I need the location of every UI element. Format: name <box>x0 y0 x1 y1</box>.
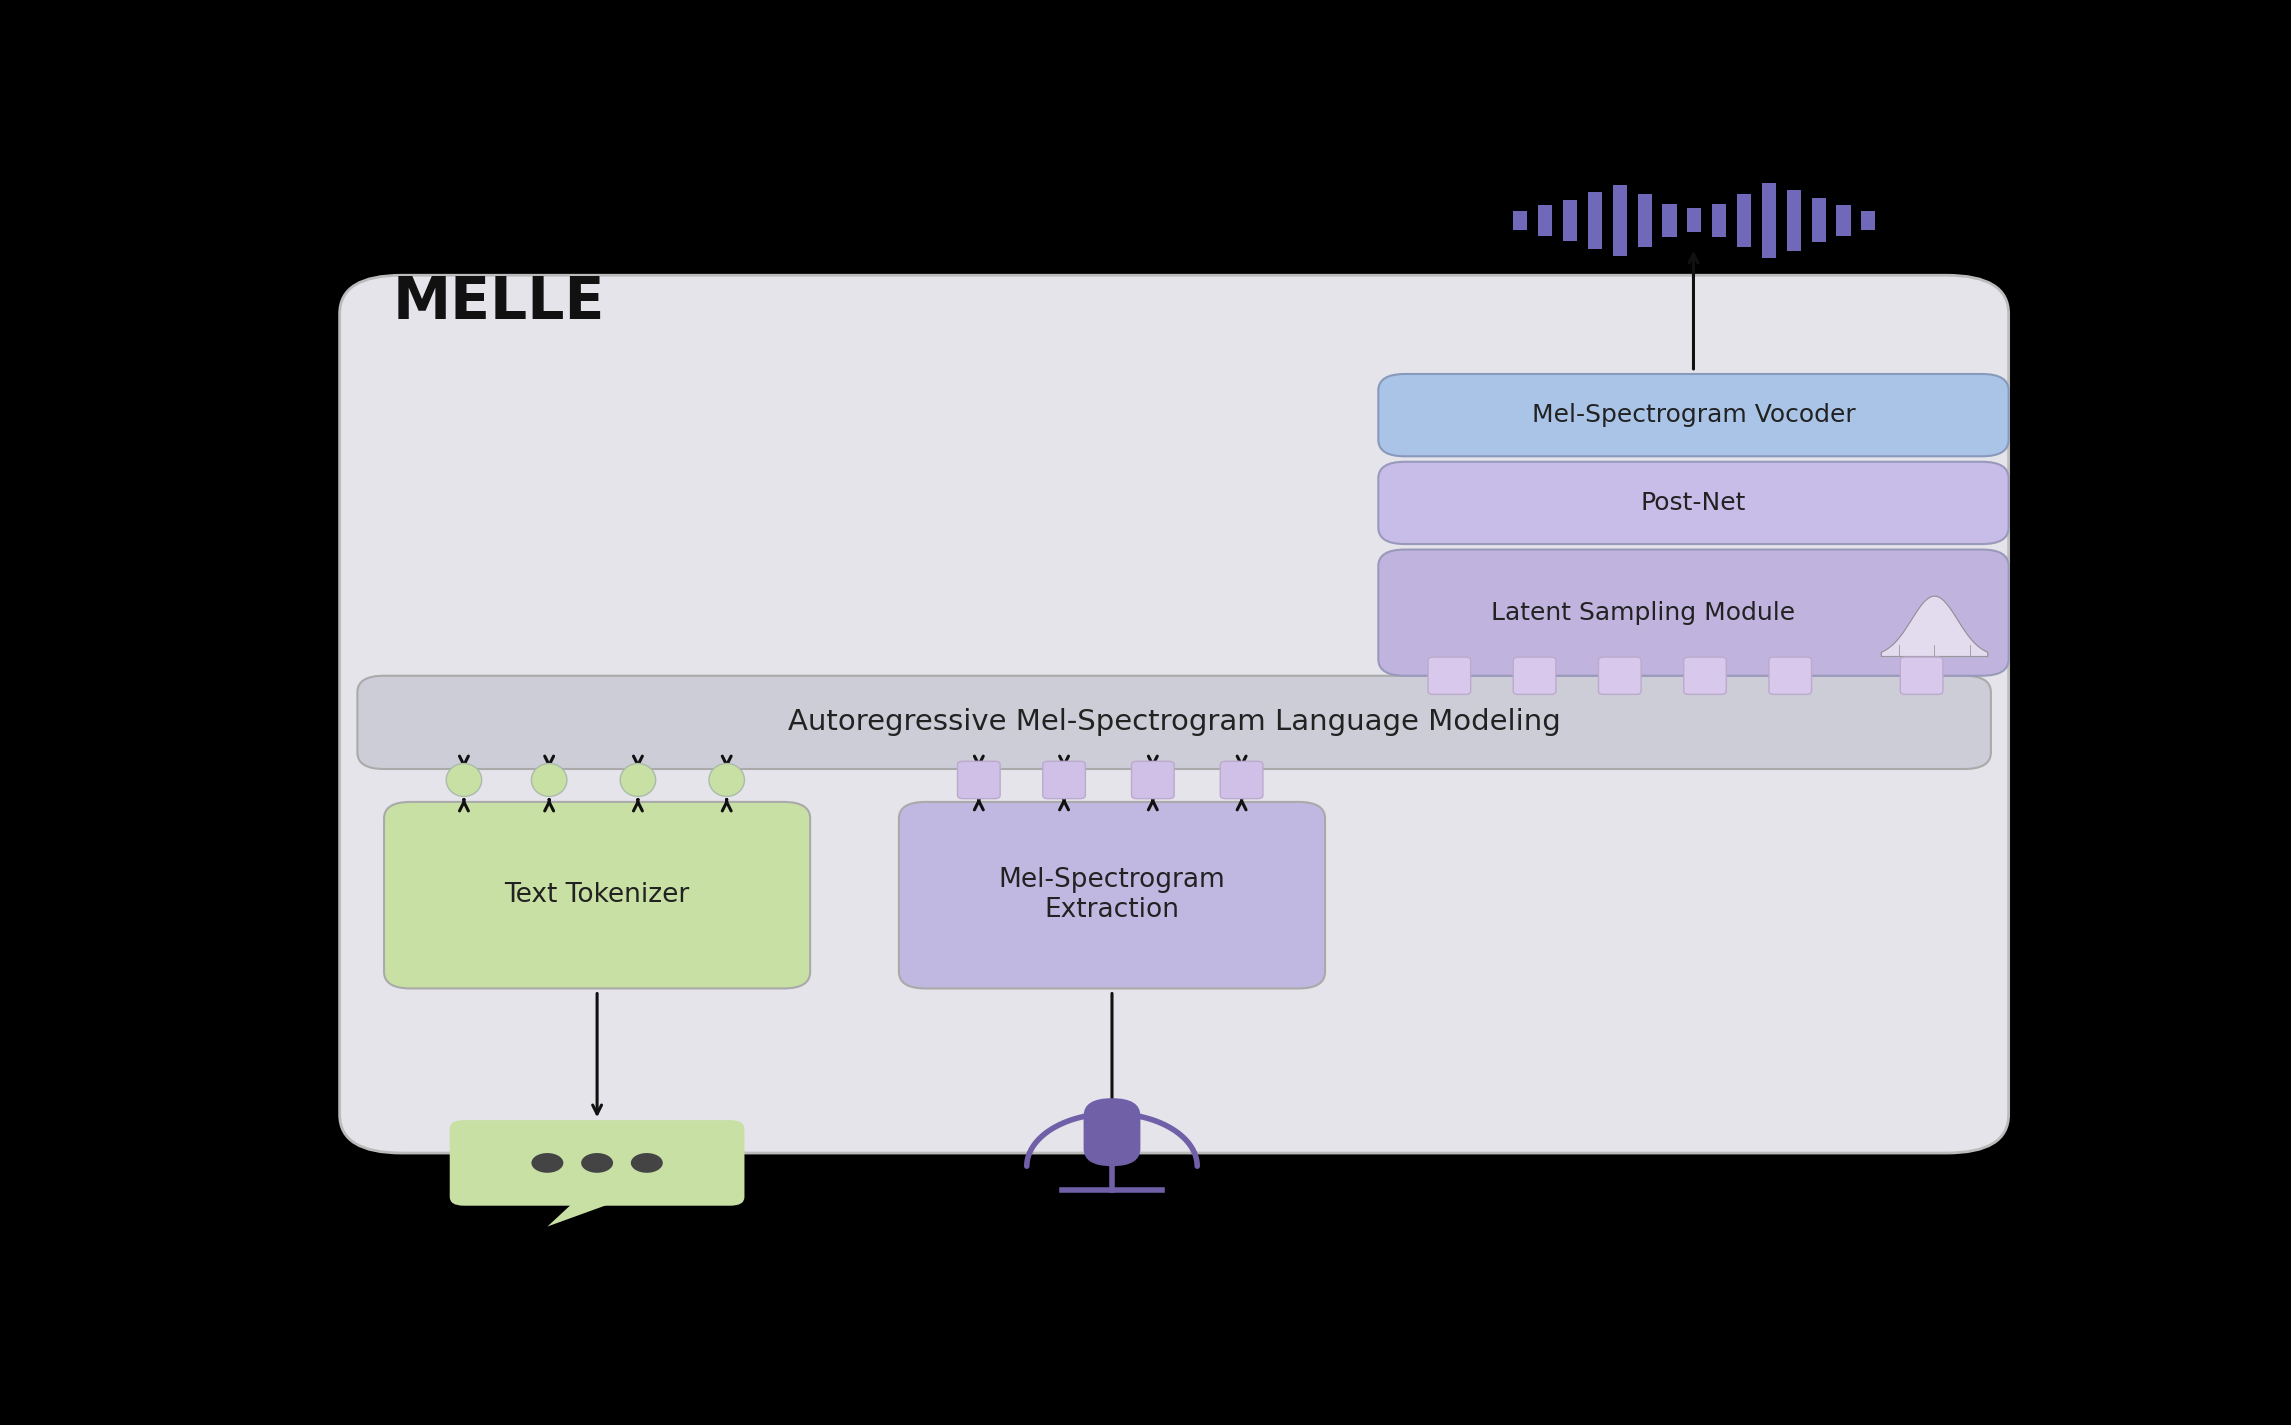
FancyBboxPatch shape <box>1379 550 2009 675</box>
FancyBboxPatch shape <box>1684 657 1727 694</box>
Circle shape <box>532 1153 564 1173</box>
Ellipse shape <box>621 764 655 797</box>
Bar <box>1562 200 1576 241</box>
Bar <box>1812 198 1826 242</box>
Circle shape <box>582 1153 614 1173</box>
Bar <box>1613 185 1627 256</box>
Bar <box>1588 192 1601 249</box>
FancyBboxPatch shape <box>1132 761 1173 798</box>
FancyBboxPatch shape <box>1899 657 1943 694</box>
Text: Text Tokenizer: Text Tokenizer <box>504 882 690 908</box>
Bar <box>1737 194 1750 247</box>
FancyBboxPatch shape <box>898 802 1324 989</box>
FancyBboxPatch shape <box>449 1120 745 1206</box>
Bar <box>1663 204 1677 237</box>
Ellipse shape <box>447 764 481 797</box>
Text: Autoregressive Mel-Spectrogram Language Modeling: Autoregressive Mel-Spectrogram Language … <box>788 708 1560 737</box>
Bar <box>1514 211 1528 231</box>
FancyBboxPatch shape <box>1427 657 1471 694</box>
Bar <box>1837 205 1851 235</box>
FancyBboxPatch shape <box>1221 761 1262 798</box>
FancyBboxPatch shape <box>1379 373 2009 456</box>
Bar <box>1762 182 1776 258</box>
Text: MELLE: MELLE <box>394 274 605 331</box>
FancyBboxPatch shape <box>1379 462 2009 544</box>
Circle shape <box>630 1153 662 1173</box>
Text: Post-Net: Post-Net <box>1640 492 1746 514</box>
FancyBboxPatch shape <box>1599 657 1640 694</box>
FancyBboxPatch shape <box>1769 657 1812 694</box>
Text: Mel-Spectrogram
Extraction: Mel-Spectrogram Extraction <box>999 868 1226 923</box>
Bar <box>1686 208 1702 232</box>
Bar <box>1711 204 1727 237</box>
FancyBboxPatch shape <box>1042 761 1086 798</box>
FancyBboxPatch shape <box>385 802 811 989</box>
Ellipse shape <box>708 764 745 797</box>
Bar <box>1787 190 1801 251</box>
FancyBboxPatch shape <box>357 675 1991 770</box>
Bar <box>1860 211 1876 231</box>
FancyBboxPatch shape <box>1514 657 1556 694</box>
Text: Latent Sampling Module: Latent Sampling Module <box>1491 601 1796 624</box>
Text: Mel-Spectrogram Vocoder: Mel-Spectrogram Vocoder <box>1533 403 1856 428</box>
FancyBboxPatch shape <box>958 761 1001 798</box>
Polygon shape <box>548 1197 630 1227</box>
FancyBboxPatch shape <box>1084 1099 1141 1166</box>
FancyBboxPatch shape <box>339 275 2009 1153</box>
Ellipse shape <box>532 764 566 797</box>
Bar <box>1537 205 1553 235</box>
Bar <box>1638 194 1652 247</box>
